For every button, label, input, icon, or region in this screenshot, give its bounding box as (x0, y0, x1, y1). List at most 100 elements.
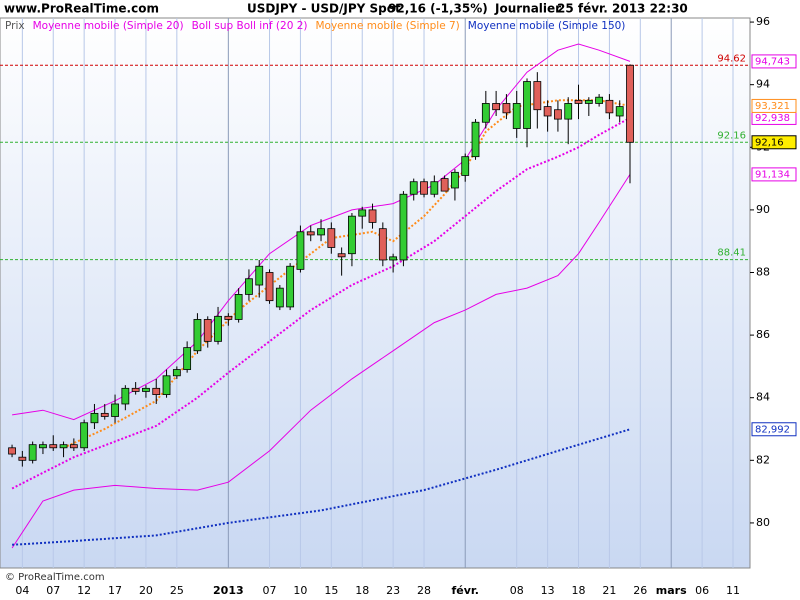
y-tick-label: 80 (756, 516, 770, 529)
x-tick-label: 25 (170, 584, 184, 597)
candle-body (368, 209, 377, 223)
candle-body (471, 121, 480, 158)
x-tick-label: 20 (139, 584, 153, 597)
candle-body (142, 387, 150, 392)
candle-body (255, 265, 264, 286)
candle-body (533, 81, 542, 111)
candle-body (605, 99, 614, 114)
candle-body (451, 171, 459, 189)
symbol: USDJPY - USD/JPY Spot (247, 2, 401, 16)
candle-body (615, 106, 624, 117)
candle-body (440, 178, 449, 192)
candle-body (49, 444, 58, 449)
candle-body (8, 447, 16, 455)
candle-body (327, 228, 336, 248)
x-tick-label: 17 (108, 584, 122, 597)
price-badge-label: 93,321 (755, 101, 790, 112)
price-badge (751, 98, 797, 113)
candle-body (461, 156, 470, 176)
moving-average (63, 99, 631, 449)
candle-body (162, 375, 171, 395)
last-price: 92,16 (-1,35%) (388, 2, 488, 16)
candle-body (389, 256, 398, 261)
x-tick-label: 28 (417, 584, 431, 597)
site: www.ProRealTime.com (4, 2, 159, 16)
candle-body (245, 278, 253, 295)
x-tick-label: févr. (451, 584, 478, 597)
candle-body (296, 231, 305, 270)
x-tick-label: 06 (695, 584, 709, 597)
candle-body (584, 99, 593, 104)
candle-body (121, 387, 130, 405)
plot-area (0, 17, 751, 569)
candle-body (306, 231, 315, 236)
reference-label: 88.41 (717, 248, 746, 259)
candle-body (90, 412, 99, 424)
candle-body (358, 209, 367, 217)
candle-body (543, 106, 552, 117)
x-tick-label: 26 (633, 584, 647, 597)
x-tick-label: mars (656, 584, 687, 597)
x-tick-label: 18 (572, 584, 586, 597)
x-tick-label: 18 (355, 584, 369, 597)
candle-body (265, 272, 274, 302)
candle-body (626, 64, 634, 143)
candle-body (39, 444, 47, 449)
y-tick-label: 84 (756, 391, 770, 404)
candle-body (574, 99, 583, 104)
price-badge-label: 94,743 (755, 56, 790, 67)
candle-body (399, 193, 408, 261)
candle-body (152, 387, 161, 395)
x-tick-label: 07 (263, 584, 277, 597)
y-tick-label: 82 (756, 453, 770, 466)
datetime: 25 févr. 2013 22:30 (557, 2, 688, 16)
candle-body (337, 253, 346, 258)
legend-entry: Boll sup Boll inf (20 2) (192, 20, 308, 32)
price-badge-label: 91,134 (755, 169, 790, 180)
candle-body (430, 181, 439, 195)
candle-body (502, 103, 511, 114)
price-badge-label: 82,992 (755, 424, 790, 435)
candle-body (409, 181, 418, 195)
x-tick-label: 08 (510, 584, 524, 597)
y-tick-label: 90 (756, 203, 770, 216)
candle-body (224, 315, 233, 320)
moving-average (11, 117, 631, 490)
x-tick-label: 10 (293, 584, 307, 597)
x-tick-label: 2013 (213, 584, 244, 597)
candle-body (481, 103, 490, 123)
price-badge-label: 92,938 (755, 113, 790, 124)
candle-body (59, 444, 68, 449)
candle-body (523, 81, 531, 129)
candle-body (420, 181, 428, 195)
candle-body (595, 96, 604, 104)
candle-body (80, 422, 89, 449)
candle-body (69, 444, 78, 449)
x-tick-label: 07 (46, 584, 60, 597)
price-badge (751, 422, 797, 437)
candle-body (131, 387, 140, 392)
candle-body (317, 228, 325, 236)
x-tick-label: 21 (602, 584, 616, 597)
candle-body (554, 109, 562, 120)
x-tick-label: 23 (386, 584, 400, 597)
candle-body (564, 103, 573, 120)
x-tick-label: 11 (726, 584, 740, 597)
y-tick-label: 96 (756, 15, 770, 28)
legend-entry: Moyenne mobile (Simple 7) (315, 20, 459, 32)
x-tick-label: 12 (77, 584, 91, 597)
copyright: © ProRealTime.com (5, 572, 105, 583)
candle-body (492, 103, 501, 111)
candle-body (172, 369, 181, 377)
x-tick-label: 04 (15, 584, 29, 597)
candle-body (193, 319, 202, 352)
price-badge-label: 92,16 (755, 137, 784, 148)
candle-body (348, 215, 356, 255)
candle-body (183, 347, 192, 370)
candle-body (234, 294, 243, 320)
candle-body (378, 228, 387, 261)
candle-body (18, 456, 27, 461)
price-badge (751, 135, 797, 150)
candle-body (28, 444, 37, 461)
